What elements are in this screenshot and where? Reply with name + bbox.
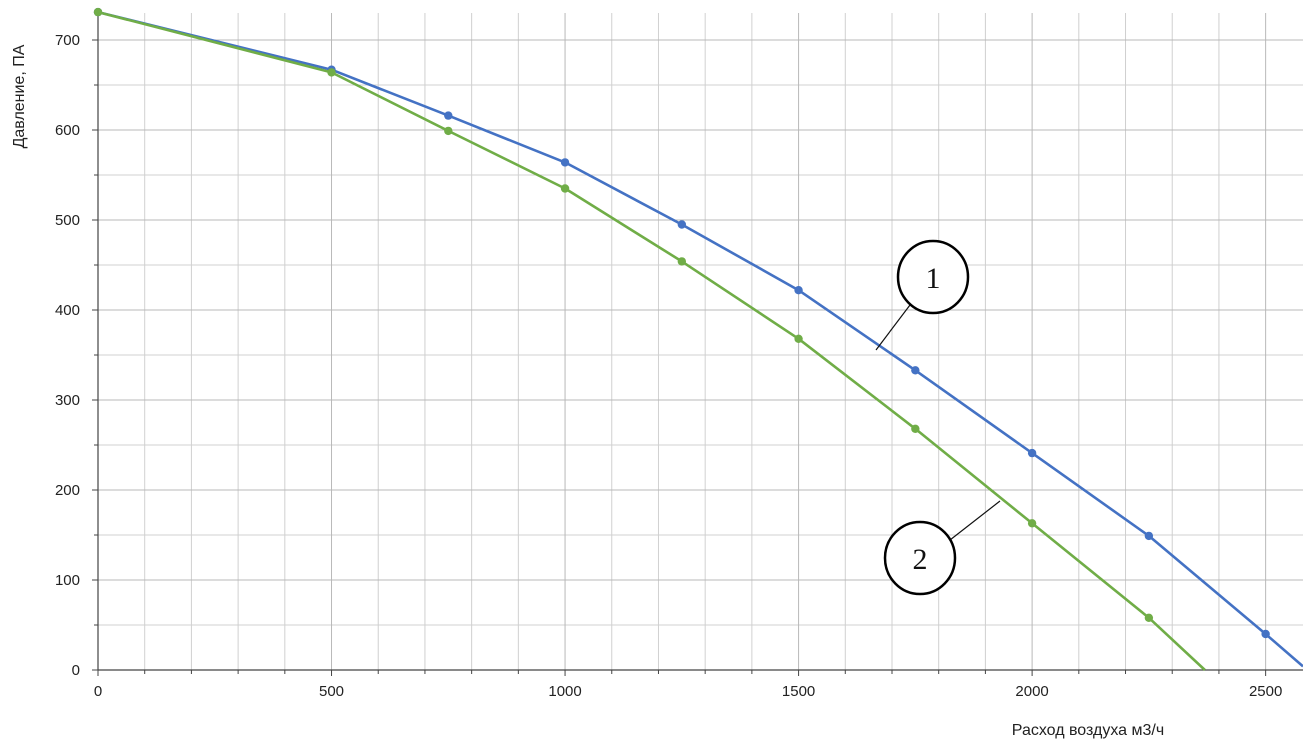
- callout-circle-1: [896, 239, 970, 315]
- major-gridlines: [98, 13, 1303, 670]
- series-1-point: [677, 220, 687, 229]
- series-2-point: [794, 334, 803, 343]
- callout-label-1: 1: [926, 262, 941, 295]
- series-callouts: 12: [875, 239, 1001, 596]
- series-2-point: [327, 68, 336, 77]
- y-tick-label: 600: [55, 122, 80, 139]
- series-1-point: [1261, 629, 1270, 639]
- y-tick-label: 700: [55, 32, 80, 49]
- y-tick-label: 0: [72, 662, 80, 679]
- y-tick-label: 200: [55, 482, 80, 499]
- series-1-point: [1144, 531, 1154, 541]
- callout-leader-2: [949, 500, 1001, 541]
- series-2-point: [93, 7, 103, 17]
- callout-circle-2: [883, 520, 957, 596]
- series-2-point: [560, 184, 570, 193]
- series-1-point: [794, 286, 803, 295]
- series-2-point: [444, 126, 453, 136]
- series-2-line: [97, 10, 1206, 671]
- x-tick-label: 2000: [1015, 683, 1048, 700]
- axes: [92, 13, 1303, 676]
- y-tick-label: 300: [55, 392, 80, 409]
- series-1-line: [97, 10, 1303, 668]
- tick-labels: 0 500 1000 1500 2000 2500 0 100 200 300 400 500 600 7…: [55, 32, 1282, 700]
- y-axis-title: Давление, ПА: [11, 44, 28, 148]
- x-axis-title: Расход воздуха м3/ч: [1012, 722, 1164, 739]
- x-tick-label: 1000: [548, 683, 581, 700]
- series-1-point: [911, 366, 920, 375]
- x-tick-label: 0: [94, 683, 102, 700]
- series-layer: [93, 7, 1303, 671]
- series-1-point: [560, 158, 570, 167]
- series-2-point: [1027, 519, 1037, 528]
- callout-label-2: 2: [913, 543, 928, 576]
- x-tick-label: 1500: [782, 683, 815, 700]
- minor-gridlines: [98, 13, 1303, 670]
- x-tick-label: 2500: [1249, 683, 1282, 700]
- series-1-point: [444, 111, 453, 120]
- series-2-point: [1144, 613, 1154, 622]
- callout-leader-1: [875, 304, 911, 351]
- y-tick-label: 500: [55, 212, 80, 229]
- series-2-point: [911, 424, 920, 433]
- series-2-point: [677, 257, 687, 266]
- y-tick-label: 400: [55, 302, 80, 319]
- y-tick-label: 100: [55, 572, 80, 589]
- series-1-point: [1027, 448, 1037, 458]
- x-tick-label: 500: [319, 683, 344, 700]
